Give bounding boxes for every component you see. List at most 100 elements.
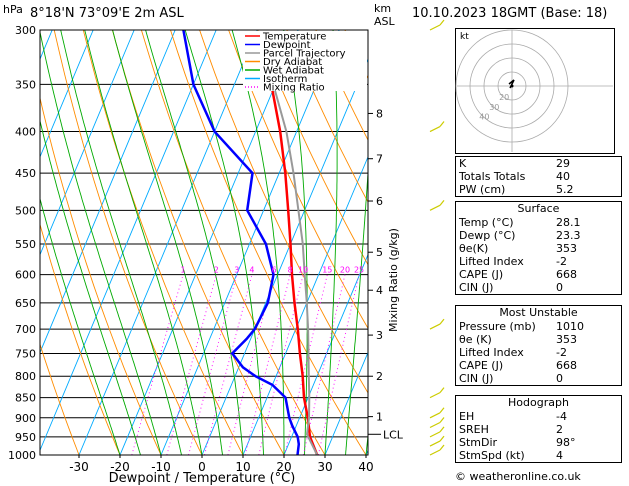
mixing-ratio-label: 3: [234, 266, 239, 275]
isotherm-line: [40, 30, 217, 452]
dry-adiabat-line: [53, 30, 203, 455]
wind-barb-flag: [439, 426, 445, 433]
table-row: Lifted Index -2: [456, 346, 621, 359]
surface-panel: Surface Temp (°C) 28.1 Dewp (°C) 23.3 θe(K) 3…: [455, 201, 622, 295]
row-value: 0: [556, 372, 563, 385]
table-row: CAPE (J) 668: [456, 359, 621, 372]
pressure-tick-label: 350: [15, 78, 36, 91]
dry-adiabat-line: [170, 30, 367, 455]
table-row: StmSpd (kt) 4: [456, 449, 621, 462]
dry-adiabat-line: [228, 30, 368, 330]
row-value: 0: [556, 281, 563, 294]
diagram-grid: [40, 30, 368, 455]
table-row: Lifted Index -2: [456, 255, 621, 268]
row-label: CIN (J): [459, 281, 494, 294]
row-label: CAPE (J): [459, 359, 504, 372]
isotherm-line: [160, 30, 340, 455]
km-tick-label: 5: [376, 246, 383, 259]
legend-label: Mixing Ratio: [263, 83, 325, 94]
row-label: PW (cm): [459, 183, 506, 196]
profile-lines: [182, 30, 319, 455]
indices-panel: K 29 Totals Totals 40 PW (cm) 5.2: [455, 156, 622, 197]
legend-label: Wet Adiabat: [263, 66, 324, 77]
wind-barb-staff: [429, 449, 441, 456]
wind-barb-flag: [439, 444, 445, 451]
wind-barb-staff: [429, 126, 441, 133]
pressure-tick-label: 300: [15, 24, 36, 37]
hodograph-table-panel: Hodograph EH -4 SREH 2 StmDir 98° StmSpd (kt) 4: [455, 395, 622, 463]
pressure-tick-label: 1000: [8, 449, 36, 462]
x-tick-label: 10: [235, 460, 250, 474]
pressure-tick-label: 950: [15, 431, 36, 444]
wet-adiabat-line: [40, 197, 121, 455]
isotherm-line: [283, 253, 368, 455]
surface-table: Temp (°C) 28.1 Dewp (°C) 23.3 θe(K) 353 Lifted…: [456, 216, 621, 294]
wind-barb-flag: [439, 407, 445, 414]
isotherm-line: [40, 30, 176, 354]
legend-background: [243, 31, 367, 91]
km-tick-label: 6: [376, 195, 383, 208]
row-value: 98°: [556, 436, 576, 449]
table-row: SREH 2: [456, 423, 621, 436]
row-value: 2: [556, 423, 563, 436]
mixing-ratio-line: [188, 274, 238, 455]
lcl-label: LCL: [383, 428, 404, 441]
table-row: EH -4: [456, 410, 621, 423]
isotherm-line: [78, 30, 258, 455]
row-label: CIN (J): [459, 372, 494, 385]
legend-label: Dry Adiabat: [263, 57, 322, 68]
table-row: CIN (J) 0: [456, 281, 621, 294]
dry-adiabat-line: [82, 30, 244, 455]
table-row: StmDir 98°: [456, 436, 621, 449]
dry-adiabat-line: [40, 96, 162, 455]
pressure-tick-label: 850: [15, 392, 36, 405]
dry-adiabat-line: [111, 30, 285, 455]
mixing-ratio-label: 4: [249, 266, 254, 275]
km-tick-label: 8: [376, 107, 383, 120]
dry-adiabat-line: [40, 222, 121, 455]
table-row: Pressure (mb) 1010: [456, 320, 621, 333]
isotherm-line: [119, 30, 299, 455]
mixing-ratio-line: [317, 274, 360, 455]
wet-adiabat-line: [40, 30, 162, 455]
plot-frame: [39, 29, 369, 456]
km-label-line1: km: [374, 2, 392, 15]
wet-adiabat-line: [40, 119, 141, 455]
dry-adiabat-line: [40, 342, 80, 455]
datetime-header: 10.10.2023 18GMT (Base: 18): [412, 6, 608, 21]
dry-adiabat-line: [140, 30, 326, 455]
x-tick-label: -30: [69, 460, 89, 474]
location-header: 8°18'N 73°09'E 2m ASL: [30, 6, 184, 21]
table-row: Temp (°C) 28.1: [456, 216, 621, 229]
hodograph-values-table: EH -4 SREH 2 StmDir 98° StmSpd (kt) 4: [456, 410, 621, 462]
km-axis-label: km ASL: [374, 2, 395, 28]
km-tick-label: 7: [376, 153, 383, 166]
mixing-ratio-axis-title: Mixing Ratio (g/kg): [387, 228, 400, 332]
pressure-tick-label: 650: [15, 297, 36, 310]
table-row: CAPE (J) 668: [456, 268, 621, 281]
km-tick-label: 2: [376, 370, 383, 383]
legend-label: Isotherm: [263, 74, 307, 85]
wind-barb-staff: [429, 24, 441, 31]
table-row: CIN (J) 0: [456, 372, 621, 385]
copyright-notice: © weatheronline.co.uk: [455, 470, 581, 483]
row-value: -2: [556, 255, 567, 268]
indices-table: K 29 Totals Totals 40 PW (cm) 5.2: [456, 157, 621, 196]
hodograph-ring-label: 40: [479, 113, 489, 122]
row-label: θe(K): [459, 242, 489, 255]
wet-adiabat-line: [345, 166, 368, 455]
table-row: Dewp (°C) 23.3: [456, 229, 621, 242]
row-value: 353: [556, 333, 577, 346]
dry-adiabat-line: [286, 30, 368, 203]
pressure-tick-label: 800: [15, 370, 36, 383]
wet-adiabat-line: [60, 30, 182, 455]
legend-label: Temperature: [262, 32, 326, 43]
wind-barb-staff: [429, 421, 441, 429]
wet-adiabat-line: [112, 30, 223, 455]
row-label: Dewp (°C): [459, 229, 516, 242]
diagram-axes: 1 2 3 4 6 8 10 15 20 2530035040045050055060065070…: [8, 24, 404, 474]
isotherm-line: [324, 351, 368, 455]
